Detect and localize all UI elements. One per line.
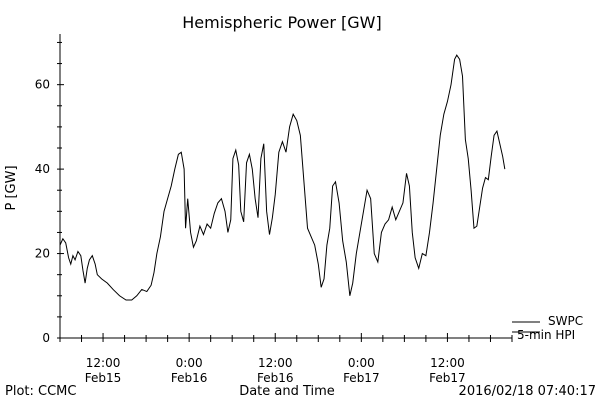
x-tick-time-label: 12:00 [258,356,293,370]
x-tick-date-label: Feb17 [429,371,466,385]
y-tick-label: 40 [35,162,50,176]
plot-credit: Plot: CCMC [5,384,76,399]
x-tick-time-label: 12:00 [86,356,121,370]
x-tick-date-label: Feb17 [343,371,380,385]
x-axis-label: Date and Time [239,384,335,399]
y-tick-label: 60 [35,78,50,92]
x-tick-date-label: Feb15 [85,371,122,385]
x-tick-date-label: Feb16 [171,371,208,385]
series-line [59,54,506,301]
y-tick-label: 0 [42,331,50,345]
x-tick-time-label: 0:00 [348,356,375,370]
legend-hpi-label: 5-min HPI [517,328,575,342]
legend: SWPC 5-min HPI [512,314,583,342]
axes: 020406012:00Feb150:00Feb1612:00Feb160:00… [35,34,513,385]
x-tick-date-label: Feb16 [257,371,294,385]
y-tick-label: 20 [35,247,50,261]
legend-swpc-label: SWPC [548,314,583,328]
series-group [59,54,506,301]
y-axis-label: P [GW] [4,165,19,210]
x-tick-time-label: 12:00 [430,356,465,370]
chart-title: Hemispheric Power [GW] [182,13,381,32]
x-tick-time-label: 0:00 [176,356,203,370]
plot-timestamp: 2016/02/18 07:40:17 [459,384,596,399]
